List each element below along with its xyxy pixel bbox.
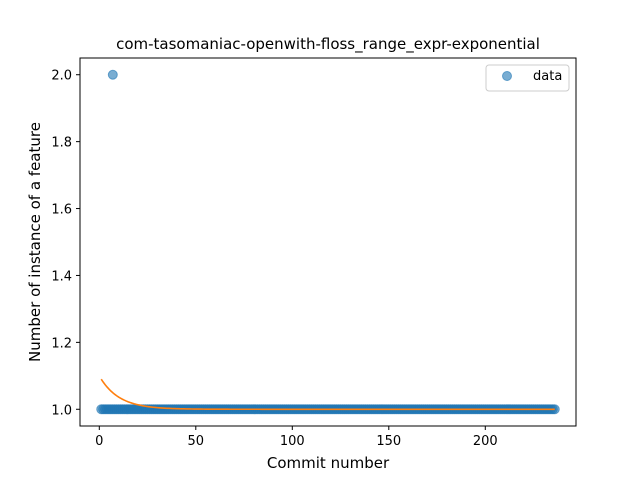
y-tick-label: 1.2 xyxy=(51,336,72,351)
y-tick-label: 1.4 xyxy=(51,269,72,284)
x-tick-label: 100 xyxy=(280,434,305,449)
legend-label-data: data xyxy=(533,69,562,84)
x-tick-label: 50 xyxy=(188,434,205,449)
data-point-outlier xyxy=(107,69,118,80)
chart-title: com-tasomaniac-openwith-floss_range_expr… xyxy=(116,35,540,54)
axis-ticks: 0 50 100 150 200 1.0 1.2 1.4 1.6 1.8 2.0 xyxy=(51,69,497,449)
legend-marker-data xyxy=(502,71,512,81)
axes-frame xyxy=(79,57,577,427)
x-tick-label: 200 xyxy=(473,434,498,449)
y-axis-label: Number of instance of a feature xyxy=(26,122,44,362)
y-tick-label: 1.6 xyxy=(51,203,72,218)
y-tick-label: 1.0 xyxy=(51,403,72,418)
y-tick-label: 2.0 xyxy=(51,69,72,84)
legend: data xyxy=(485,64,570,92)
plot-area xyxy=(96,69,560,415)
y-tick-label: 1.8 xyxy=(51,136,72,151)
fit-line xyxy=(100,378,555,411)
x-tick-label: 150 xyxy=(376,434,401,449)
x-axis-label: Commit number xyxy=(267,454,390,472)
x-tick-label: 0 xyxy=(95,434,103,449)
